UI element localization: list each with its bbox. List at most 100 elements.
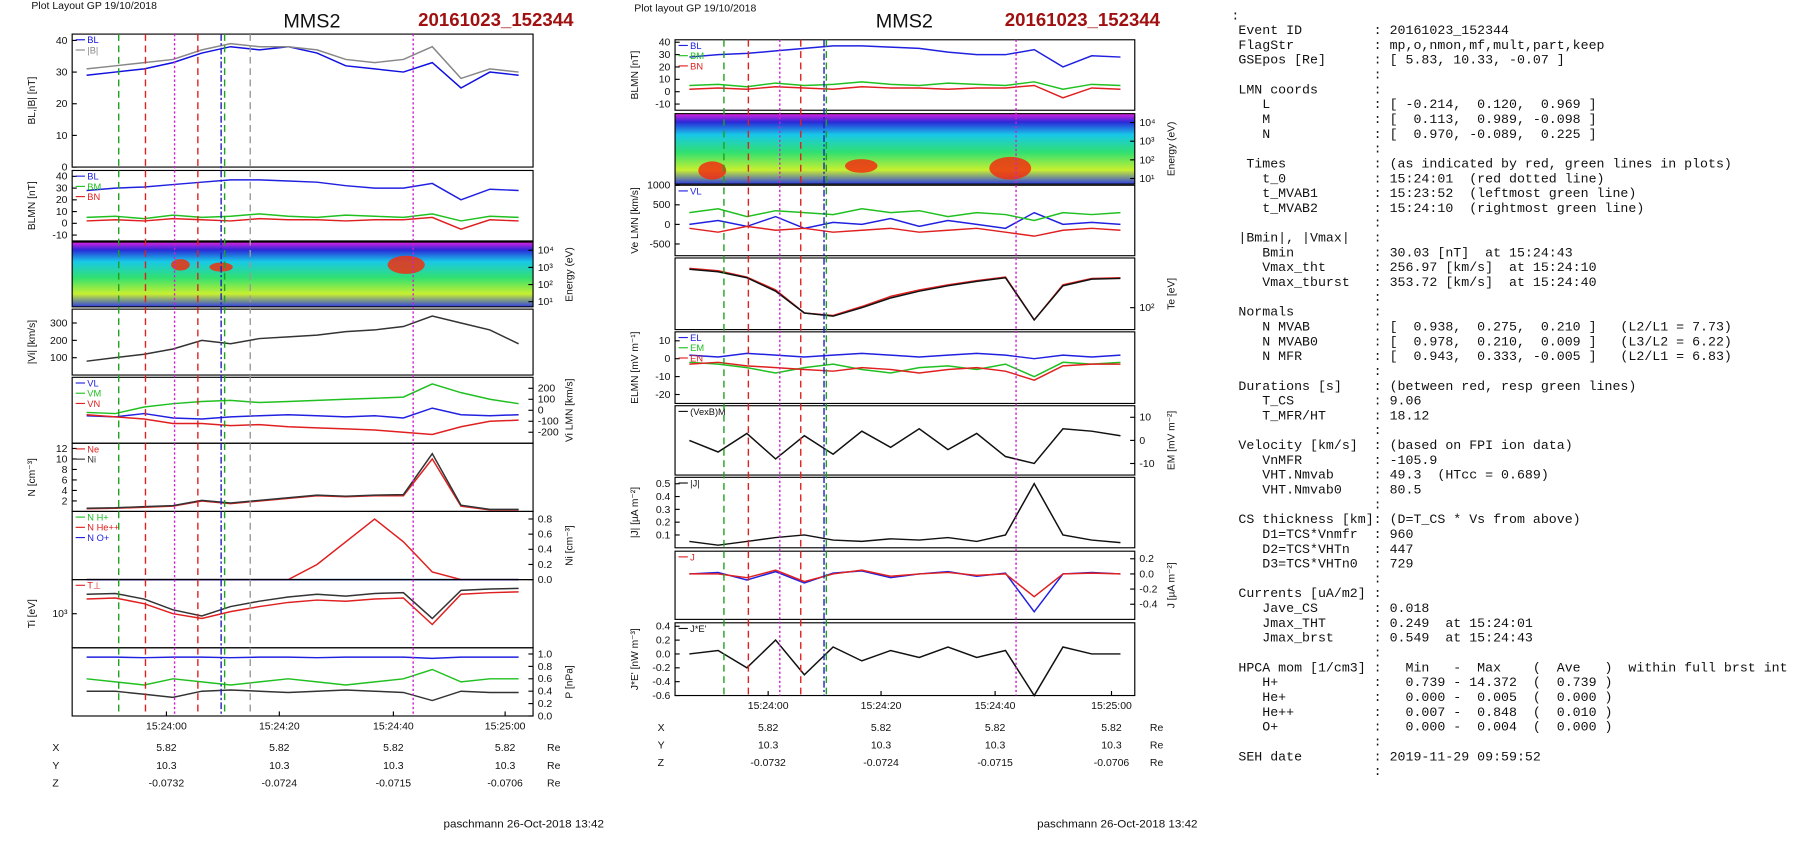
panel-frame [674,257,1136,331]
series-line [689,45,1121,68]
orbit-value: 5.82 [1101,723,1122,734]
summary-line: : [1238,364,1381,379]
y-tick-label: 0.8 [538,515,553,526]
series-line [86,213,519,222]
series-line [86,668,519,686]
y-axis-label: J [µA m⁻²] [1166,562,1177,608]
legend-label: |B| [87,46,98,56]
spectrogram-hot [844,159,878,173]
orbit-label: Z [52,779,58,790]
y-axis-label: Energy (eV) [565,247,576,302]
y-tick-label: 200 [538,384,556,395]
legend-label: N He++ [87,523,119,533]
y-tick-label: 4 [62,486,68,497]
y-tick-label: -0.4 [652,677,670,688]
summary-line: : [1238,735,1381,750]
series-line [689,352,1121,360]
y-tick-label: 0.8 [538,662,553,673]
y-axis-label: Te [eV] [1166,278,1177,310]
x-tick-label: 15:24:00 [748,701,789,712]
x-tick-label: 15:24:20 [259,722,300,733]
y-tick-label: 10 [56,454,68,465]
y-tick-label: 1.0 [538,650,553,661]
y-tick-label: 0 [62,219,68,230]
y-tick-label: 100 [50,353,68,364]
legend-label: J*E' [690,624,706,634]
y-tick-label: 0.2 [1139,554,1154,565]
spectrogram-hot [989,156,1032,180]
series-line [689,81,1121,90]
y-tick-label: -200 [538,428,559,439]
series-line [689,569,1121,598]
summary-line: T_MFR/HT : 18.12 [1238,409,1429,424]
summary-line: Jmax_THT : 0.249 at 15:24:01 [1238,616,1533,631]
summary-line: : [1238,646,1381,661]
y-tick-label: 0 [1139,436,1145,447]
y-tick-label: 10¹ [1139,174,1155,185]
orbit-value: 10.3 [495,761,516,772]
series-line [86,587,519,620]
summary-line: N MVAB0 : [ 0.978, 0.210, 0.009 ] (L3/L2… [1238,334,1732,349]
legend-label: BL [690,41,701,51]
series-line [689,361,1121,378]
series-line [86,45,519,89]
summary-line: : [1238,68,1381,83]
orbit-unit: Re [1150,723,1164,734]
series-line [689,482,1121,546]
summary-top: : [1231,8,1239,23]
panel-frame [71,169,534,242]
y-tick-label: 0 [538,406,544,417]
orbit-label: X [52,743,59,754]
x-tick-label: 15:25:00 [1091,701,1132,712]
y-tick-label: 0.0 [656,649,671,660]
y-axis-label: EM [mV m⁻²] [1166,411,1177,470]
orbit-value: -0.0706 [487,779,523,790]
legend-label: BL [87,35,98,45]
summary-line: : [1238,142,1381,157]
orbit-value: -0.0715 [376,779,412,790]
summary-line: Durations [s] : (between red, resp green… [1238,379,1636,394]
summary-line: Normals : [1238,305,1381,320]
y-tick-label: 1000 [647,181,671,192]
left-title: MMS2 [283,10,340,32]
orbit-unit: Re [547,761,561,772]
y-axis-label: Vi LMN [km/s] [565,378,576,442]
y-tick-label: -10 [52,231,67,242]
summary-line: N MVAB : [ 0.938, 0.275, 0.210 ] (L2/L1 … [1238,320,1732,335]
series-line [86,179,519,201]
spectrogram [675,113,1135,185]
right-event: 20161023_152344 [1005,9,1161,30]
y-tick-label: 10 [56,131,68,142]
y-tick-label: 20 [56,99,68,110]
y-axis-label: BLMN [nT] [630,50,641,99]
summary-line: t_MVAB1 : 15:23:52 (leftmost green line) [1238,186,1636,201]
x-tick-label: 15:25:00 [485,722,526,733]
y-axis-label: Ti [eV] [27,599,38,628]
y-tick-label: 40 [56,36,68,47]
spectrogram-hot [171,259,190,271]
orbit-value: 5.82 [758,723,779,734]
series-line [86,413,519,436]
orbit-value: 10.3 [269,761,290,772]
spectrogram [72,242,534,307]
orbit-value: -0.0732 [750,758,786,769]
y-tick-label: 10⁴ [1139,118,1155,129]
legend-label: Ni [87,455,96,465]
legend-label: Ne [87,444,99,454]
legend-label: VL [690,186,701,196]
panel-frame [674,184,1136,257]
panel-frame [674,622,1136,697]
orbit-label: X [658,723,665,734]
series-line [86,383,519,415]
y-tick-label: -500 [649,239,670,250]
summary-line: t_MVAB2 : 15:24:10 (rightmost green line… [1238,201,1644,216]
legend-label: EN [690,353,703,363]
y-tick-label: 0.2 [538,699,553,710]
orbit-value: -0.0715 [977,758,1013,769]
y-axis-label: |Vi| [km/s] [27,320,38,364]
y-tick-label: 20 [659,62,671,73]
legend-label: N H+ [87,513,108,523]
summary-line: : [1238,497,1381,512]
y-axis-label: Energy (eV) [1166,122,1177,177]
